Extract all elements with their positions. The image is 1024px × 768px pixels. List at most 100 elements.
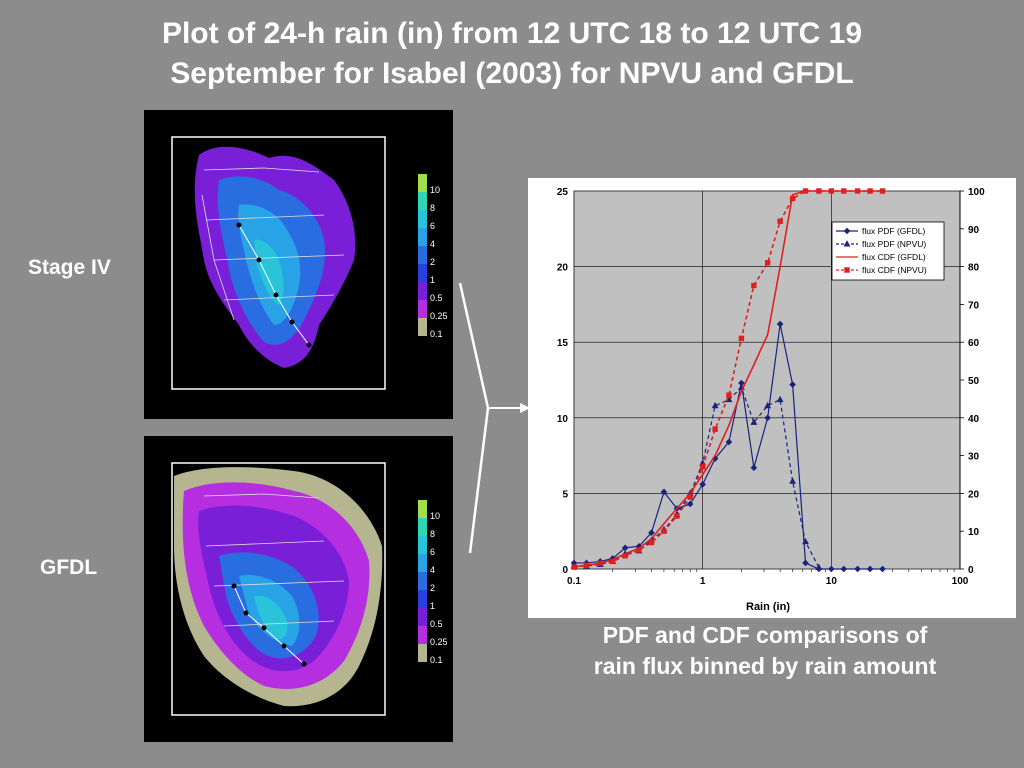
data-point xyxy=(866,565,874,573)
data-point xyxy=(879,565,886,573)
data-point xyxy=(816,188,822,194)
colorbar-label: 1 xyxy=(430,601,435,611)
gfdl-map-panel: 10 8 6 4 2 1 0.5 0.25 0.1 xyxy=(144,436,453,742)
map-frame xyxy=(171,462,386,716)
y-tick-label: 15 xyxy=(557,338,569,349)
colorbar-swatch xyxy=(418,228,427,246)
caption-line-2: rain flux binned by rain amount xyxy=(593,653,937,679)
data-point xyxy=(828,188,835,194)
series-3 xyxy=(571,188,886,570)
data-point xyxy=(764,414,771,422)
data-point xyxy=(686,500,694,508)
colorbar-label: 6 xyxy=(430,221,435,231)
colorbar-swatch xyxy=(418,174,427,192)
gfdl-colorbar: 10 8 6 4 2 1 0.5 0.25 0.1 xyxy=(418,500,448,665)
data-point xyxy=(674,513,680,519)
colorbar-label: 1 xyxy=(430,275,435,285)
state-borders xyxy=(203,493,345,627)
colorbar-label: 6 xyxy=(430,547,435,557)
legend-label: flux PDF (GFDL) xyxy=(862,226,925,236)
track-point xyxy=(261,625,267,631)
stage-iv-map: 10 8 6 4 2 1 0.5 0.25 0.1 xyxy=(171,136,448,390)
data-point xyxy=(764,260,771,266)
y2-tick-label: 90 xyxy=(968,225,980,236)
data-point xyxy=(815,563,823,570)
track-point xyxy=(236,222,242,228)
series xyxy=(570,188,886,573)
data-point xyxy=(789,381,796,388)
map-frame xyxy=(171,136,386,390)
data-point xyxy=(636,547,642,553)
x-tick-label: 0.1 xyxy=(567,576,581,587)
data-point xyxy=(777,218,783,224)
legend-entry: flux CDF (NPVU) xyxy=(836,265,927,275)
data-point xyxy=(699,481,706,488)
colorbar-label: 2 xyxy=(430,257,435,267)
title-line-1: Plot of 24-h rain (in) from 12 UTC 18 to… xyxy=(161,17,863,50)
data-point xyxy=(726,392,732,398)
data-point xyxy=(841,188,847,194)
stage-iv-colorbar: 10 8 6 4 2 1 0.5 0.25 0.1 xyxy=(418,174,448,339)
legend-label: flux PDF (NPVU) xyxy=(862,239,926,249)
colorbar-label: 0.5 xyxy=(430,619,443,629)
y2-tick-label: 80 xyxy=(968,263,980,274)
colorbar-label: 0.5 xyxy=(430,293,443,303)
y-tick-label: 20 xyxy=(557,263,569,274)
colorbar-label: 0.1 xyxy=(430,655,443,665)
track-point xyxy=(256,257,262,263)
y2-tick-label: 40 xyxy=(968,414,980,425)
legend-box xyxy=(831,221,945,281)
colorbar-swatch xyxy=(418,246,427,264)
series-0 xyxy=(570,320,886,573)
connector-arrow xyxy=(458,282,530,554)
data-point xyxy=(828,565,835,573)
data-point xyxy=(699,464,706,470)
legend-entry: flux PDF (GFDL) xyxy=(836,226,925,236)
track-point xyxy=(289,319,295,325)
legend-label: flux CDF (NPVU) xyxy=(862,265,927,275)
legend-entry: flux PDF (NPVU) xyxy=(836,239,926,249)
data-point xyxy=(776,395,784,403)
track-point xyxy=(231,583,237,589)
colorbar-swatch xyxy=(418,518,427,536)
gfdl-map: 10 8 6 4 2 1 0.5 0.25 0.1 xyxy=(171,462,448,716)
y-tick-label: 5 xyxy=(562,489,568,500)
data-point xyxy=(789,195,796,202)
data-point xyxy=(802,188,809,194)
slide-title: Plot of 24-h rain (in) from 12 UTC 18 to… xyxy=(0,14,1024,94)
y2-axis-label: Cumulative frequency (%) xyxy=(995,328,1007,463)
data-point xyxy=(844,267,850,273)
data-point xyxy=(867,188,873,194)
colorbar-swatch xyxy=(418,536,427,554)
data-point xyxy=(648,529,655,537)
colorbar-swatch xyxy=(418,608,427,626)
colorbar-label: 10 xyxy=(430,185,440,195)
y2-tick-label: 0 xyxy=(968,565,974,576)
colorbar-swatch xyxy=(418,192,427,210)
data-point xyxy=(879,188,886,194)
y2-tick-label: 60 xyxy=(968,338,980,349)
data-point xyxy=(750,464,758,472)
y-tick-label: 10 xyxy=(557,414,569,425)
colorbar-label: 0.1 xyxy=(430,329,443,339)
data-point xyxy=(750,418,758,425)
colorbar-swatch xyxy=(418,572,427,590)
colorbar-label: 0.25 xyxy=(430,637,448,647)
data-point xyxy=(725,438,733,446)
x-tick-label: 1 xyxy=(700,576,706,587)
legend: flux PDF (GFDL) flux PDF (NPVU) flux CDF (… xyxy=(831,221,945,281)
colorbar-swatch xyxy=(418,644,427,662)
data-point xyxy=(583,562,590,568)
data-point xyxy=(597,560,603,567)
data-point xyxy=(854,565,861,573)
legend-label: flux CDF (GFDL) xyxy=(862,252,926,262)
data-point xyxy=(687,494,693,500)
caption-line-1: PDF and CDF comparisons of xyxy=(602,622,928,648)
colorbar-label: 2 xyxy=(430,583,435,593)
y2-tick-label: 10 xyxy=(968,527,980,538)
track-point xyxy=(273,292,279,298)
y2-tick-label: 70 xyxy=(968,300,980,311)
data-point xyxy=(843,227,851,235)
rain-field-max xyxy=(254,595,288,640)
